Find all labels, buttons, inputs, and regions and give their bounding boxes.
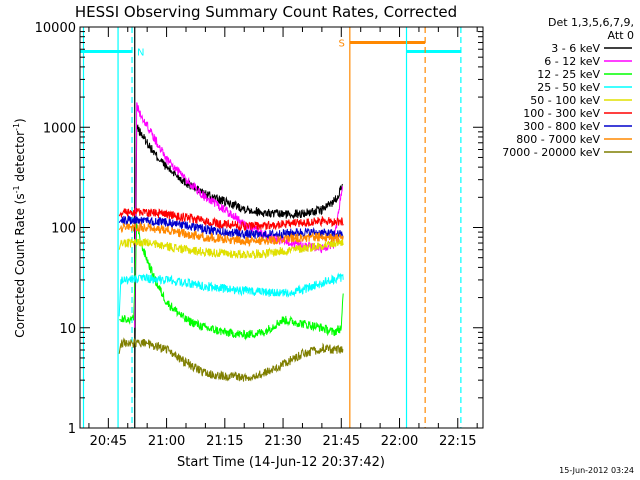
y-tick-label-3: 1000 (43, 121, 76, 136)
y-tick-label-1: 10 (59, 322, 76, 337)
legend-label-8: 7000 - 20000 keV (502, 146, 600, 159)
x-tick-label-6: 22:15 (439, 434, 476, 449)
night-label: N (137, 47, 144, 58)
x-tick-label-1: 21:00 (148, 434, 185, 449)
x-tick-label-5: 22:00 (381, 434, 418, 449)
axes: 1 10 100 1000 10000 20:45 21:00 21:15 21:30 21:45… (35, 21, 484, 449)
x-tick-label-3: 21:30 (264, 434, 301, 449)
y-axis-label: Corrected Count Rate (s-1 detector-1) (12, 118, 27, 337)
series-3 (118, 272, 344, 317)
legend-label-5: 100 - 300 keV (523, 107, 600, 120)
legend-header-2: Att 0 (608, 29, 634, 42)
chart-title: HESSI Observing Summary Count Rates, Cor… (75, 3, 457, 21)
legend-label-1: 6 - 12 keV (544, 55, 600, 68)
series-8 (118, 337, 344, 382)
x-tick-label-2: 21:15 (206, 434, 243, 449)
timestamp: 15-Jun-2012 03:24 (559, 466, 634, 475)
series-7 (118, 221, 344, 248)
legend-label-2: 12 - 25 keV (537, 68, 600, 81)
saa-label: S (338, 39, 344, 50)
y-tick-label-0: 1 (68, 422, 76, 437)
legend-label-7: 800 - 7000 keV (516, 133, 600, 146)
legend-label-4: 50 - 100 keV (530, 94, 600, 107)
series-group (118, 102, 344, 398)
series-2 (119, 223, 344, 341)
y-tick-label-2: 100 (51, 222, 76, 237)
x-tick-label-0: 20:45 (90, 434, 127, 449)
series-6 (118, 215, 344, 241)
x-tick-label-4: 21:45 (323, 434, 360, 449)
legend-label-0: 3 - 6 keV (551, 42, 600, 55)
series-5 (118, 207, 344, 233)
legend-label-3: 25 - 50 keV (537, 81, 600, 94)
series-0 (134, 124, 343, 398)
x-axis-label: Start Time (14-Jun-12 20:37:42) (177, 455, 385, 470)
legend-header-1: Det 1,3,5,6,7,9, (548, 16, 634, 29)
series-4 (118, 237, 344, 260)
y-tick-label-4: 10000 (35, 21, 76, 36)
legend-label-6: 300 - 800 keV (523, 120, 600, 133)
